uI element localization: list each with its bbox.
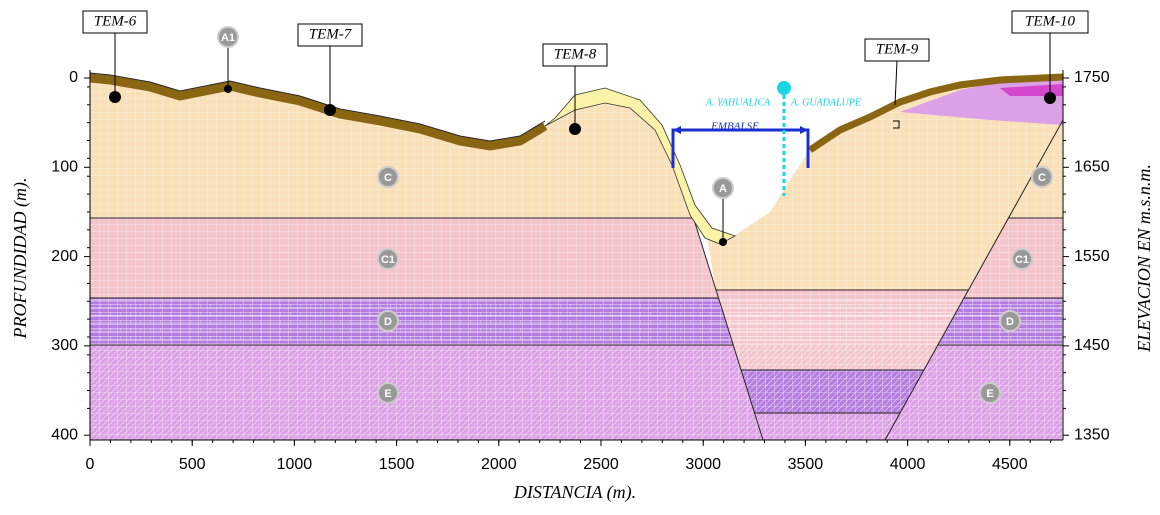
x-tick-label: 2000	[481, 456, 517, 473]
unit-label: D	[1006, 316, 1014, 328]
x-axis-title: DISTANCIA (m).	[513, 482, 636, 503]
y2-tick-label: 1550	[1074, 248, 1110, 265]
y-tick-label: 200	[51, 248, 78, 265]
x-tick-label: 1000	[277, 456, 313, 473]
y2-tick-label: 1350	[1074, 426, 1110, 443]
y2-axis-title: ELEVACION EN m.s.n.m.	[1134, 164, 1154, 353]
x-tick-label: 4500	[992, 456, 1028, 473]
unit-label: E	[384, 388, 391, 400]
x-tick-label: 500	[179, 456, 206, 473]
reservoir-label: EMBALSE	[710, 121, 759, 133]
x-tick-label: 3000	[685, 456, 721, 473]
well-label: TEM-8	[554, 46, 597, 62]
unit-label: A	[719, 183, 727, 195]
x-tick-label: 1500	[379, 456, 415, 473]
unit-label: C1	[1015, 254, 1029, 266]
river-label: A. GUADALUPE	[790, 97, 861, 108]
well-point	[1044, 92, 1056, 104]
unit-point	[719, 238, 727, 246]
unit-label: C	[384, 172, 392, 184]
unit-label: E	[986, 388, 993, 400]
unit-point	[224, 85, 232, 93]
y2-tick-label: 1450	[1074, 337, 1110, 354]
unit-label: D	[384, 316, 392, 328]
y-axis-title: PROFUNDIDAD (m).	[10, 178, 31, 340]
well-point	[569, 123, 581, 135]
y-tick-label: 0	[69, 69, 78, 86]
well-point	[109, 91, 121, 103]
well-label: TEM-7	[309, 26, 353, 42]
cross-section: A. YAHUALICA A. GUADALUPE EMBALSE DISTAN…	[0, 0, 1160, 510]
unit-label: A1	[221, 32, 235, 44]
x-tick-label: 2500	[583, 456, 619, 473]
x-tick-label: 4000	[890, 456, 926, 473]
y-tick-label: 100	[51, 159, 78, 176]
unit-label: C	[1038, 172, 1046, 184]
well-label: TEM-6	[94, 13, 137, 29]
well-label: TEM-9	[876, 41, 919, 57]
x-tick-label: 0	[86, 456, 95, 473]
river-label: A. YAHUALICA	[705, 97, 771, 108]
unit-label: C1	[381, 254, 395, 266]
x-tick-label: 3500	[788, 456, 824, 473]
y-tick-label: 300	[51, 337, 78, 354]
well-point	[324, 104, 336, 116]
y2-tick-label: 1650	[1074, 159, 1110, 176]
well-label: TEM-10	[1025, 13, 1075, 29]
y2-tick-label: 1750	[1074, 69, 1110, 86]
y-tick-label: 400	[51, 426, 78, 443]
